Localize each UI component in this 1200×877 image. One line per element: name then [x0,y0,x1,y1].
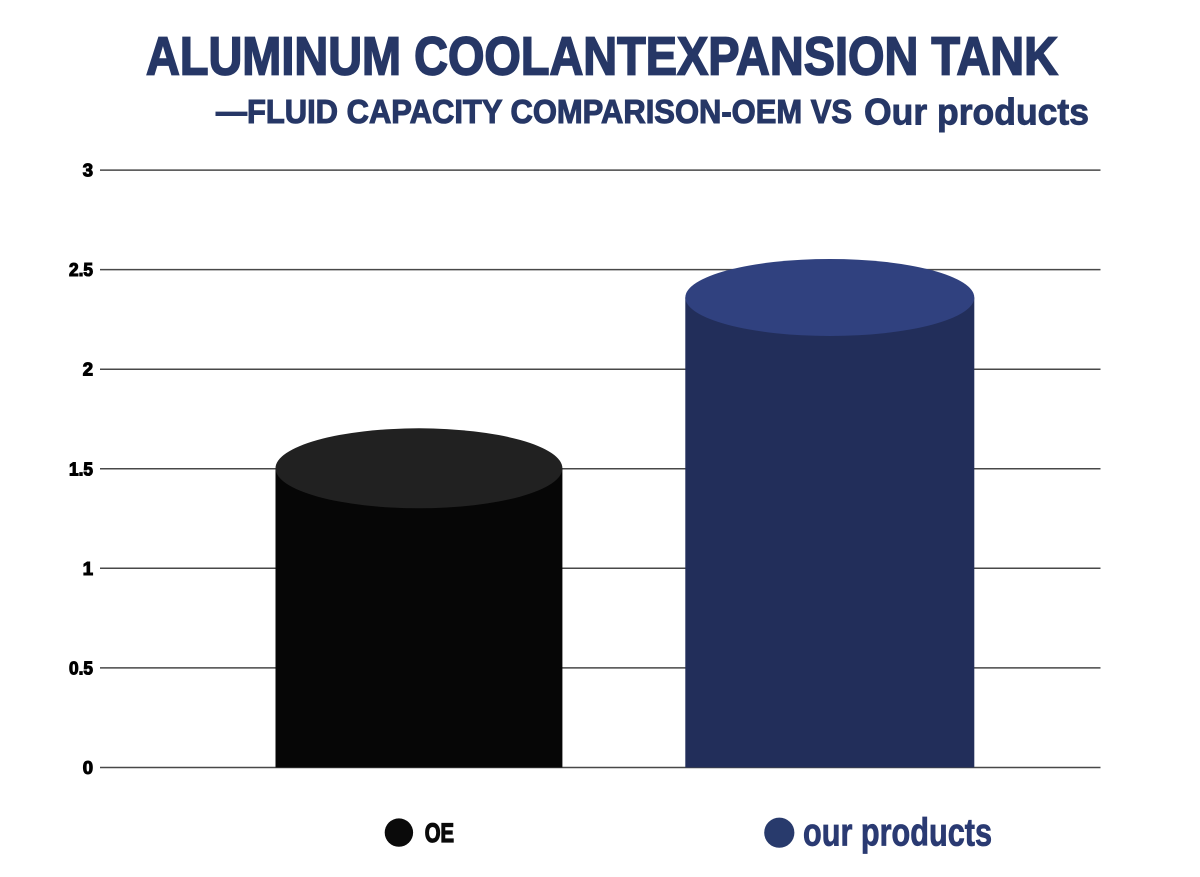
svg-text:2: 2 [83,359,93,380]
svg-text:OE: OE [425,818,454,848]
svg-text:Our products: Our products [864,92,1089,133]
svg-text:our products: our products [803,812,992,855]
svg-text:3: 3 [83,160,93,181]
svg-text:1: 1 [83,558,93,579]
svg-text:0.5: 0.5 [69,657,93,678]
svg-text:2.5: 2.5 [69,259,93,280]
svg-text:0: 0 [83,757,93,778]
svg-text:ALUMINUM COOLANTEXPANSION TANK: ALUMINUM COOLANTEXPANSION TANK [146,27,1058,87]
svg-text:1.5: 1.5 [69,458,93,479]
svg-text:—FLUID CAPACITY COMPARISON-OEM: —FLUID CAPACITY COMPARISON-OEM VS [216,93,852,131]
